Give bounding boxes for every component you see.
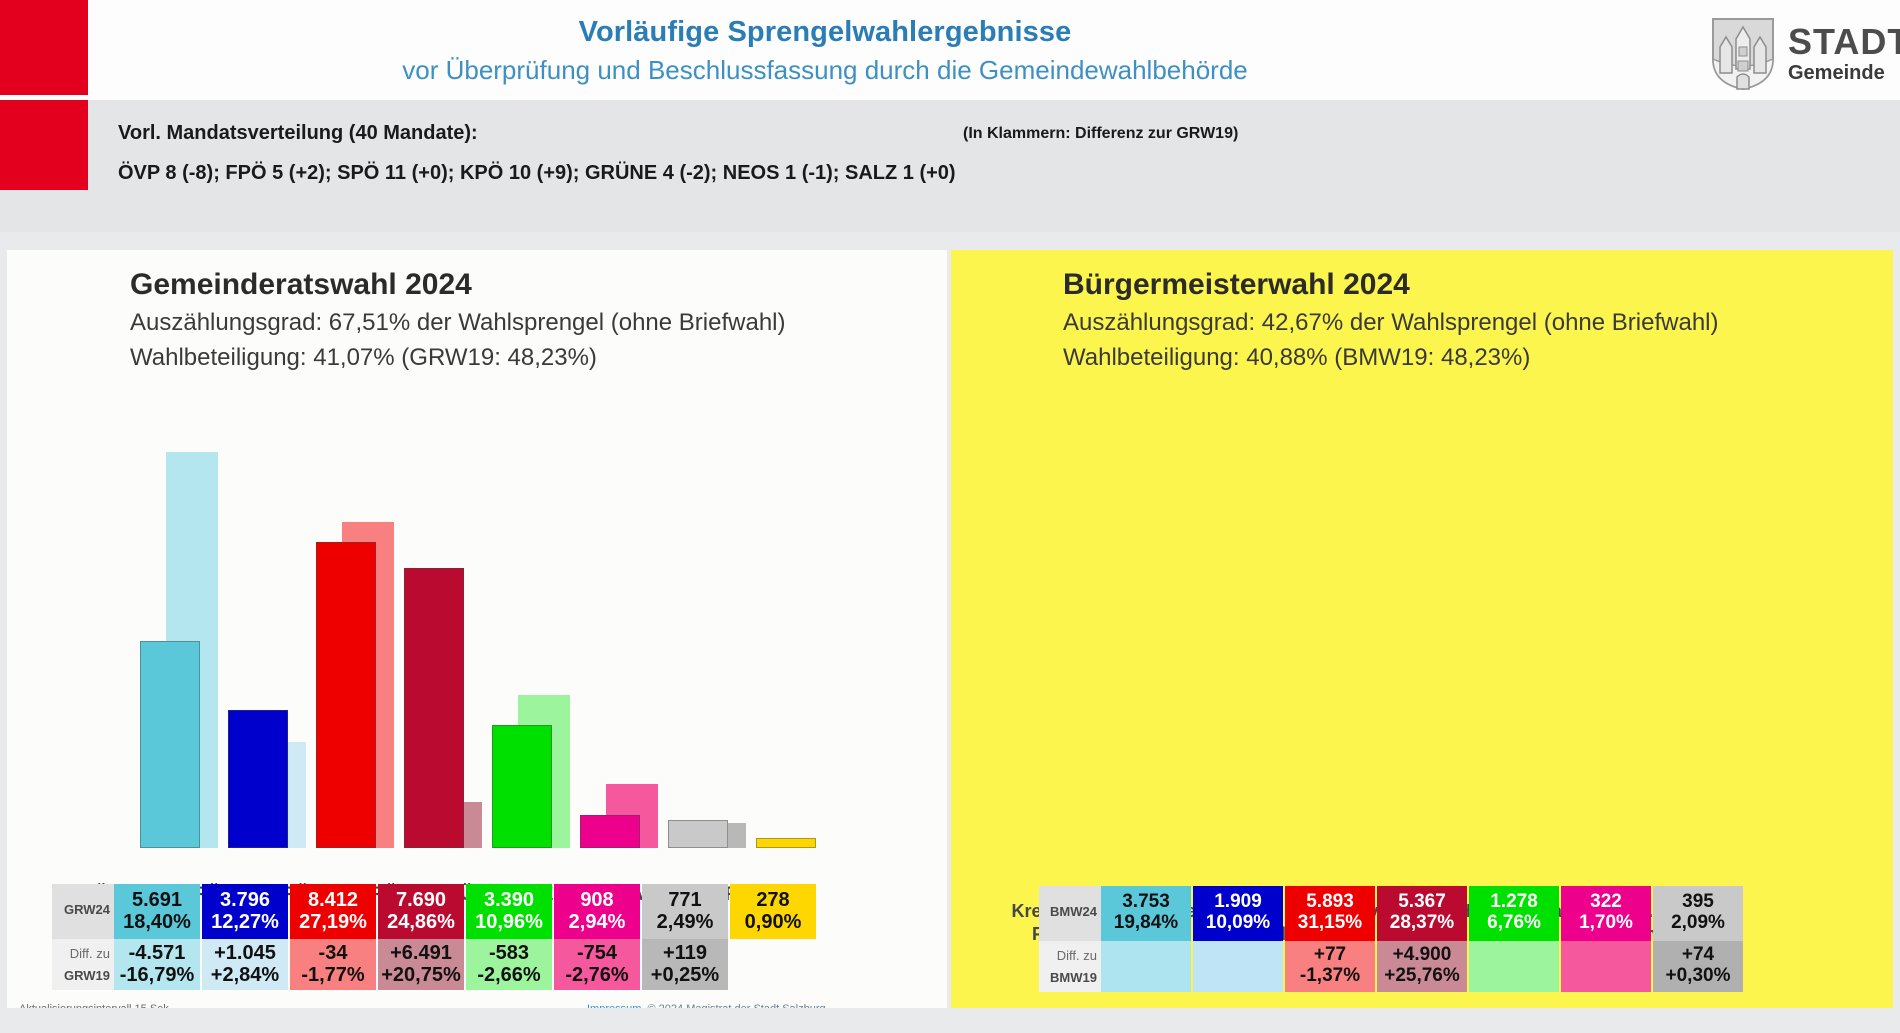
mandate-distribution-band: Vorl. Mandatsverteilung (40 Mandate): (I… <box>0 100 1900 232</box>
bar-group <box>580 398 666 848</box>
table-cell-current: 3.796 12,27% <box>202 884 288 939</box>
table-cell-current: 1.909 10,09% <box>1193 886 1283 941</box>
left-panel-header: Gemeinderatswahl 2024 Auszählungsgrad: 6… <box>7 250 947 375</box>
table-cell-diff: +6.491 +20,75% <box>378 939 464 990</box>
table-rowlabel-bg <box>1039 941 1101 992</box>
table-rowlabel-bg <box>52 884 114 939</box>
city-crest-icon <box>1712 18 1774 91</box>
table-cell-current: 3.753 19,84% <box>1101 886 1191 941</box>
bar-current-election[interactable] <box>140 641 200 848</box>
table-cell-diff: +77 -1,37% <box>1285 941 1375 992</box>
table-row-label-diff-b: BMW19 <box>1050 970 1097 985</box>
bar-group <box>316 398 402 848</box>
table-cell-current: 278 0,90% <box>730 884 816 939</box>
bar-chart-gemeinderatswahl <box>112 398 872 848</box>
panel-gemeinderatswahl: Gemeinderatswahl 2024 Auszählungsgrad: 6… <box>7 250 947 1008</box>
mandate-note: (In Klammern: Differenz zur GRW19) <box>963 125 1239 142</box>
panel-buergermeisterwahl: Bürgermeisterwahl 2024 Auszählungsgrad: … <box>951 250 1893 1008</box>
table-row-label-diff-a: Diff. zu <box>1056 948 1097 963</box>
bar-group <box>140 398 226 848</box>
table-cell-current: 322 1,70% <box>1561 886 1651 941</box>
table-cell-current: 7.690 24,86% <box>378 884 464 939</box>
table-cell-diff: +74 +0,30% <box>1653 941 1743 992</box>
bar-group <box>228 398 314 848</box>
logo-text: STADT Gemeinde <box>1788 23 1900 85</box>
bar-group <box>756 398 842 848</box>
logo-subtitle: Gemeinde <box>1788 62 1885 84</box>
table-cell-diff: -583 -2,66% <box>466 939 552 990</box>
table-cell-current: 5.367 28,37% <box>1377 886 1467 941</box>
table-cell-diff <box>1561 941 1651 992</box>
bar-group <box>404 398 490 848</box>
table-cell-diff <box>1101 941 1191 992</box>
table-row-label-diff-b: GRW19 <box>64 968 110 983</box>
bar-current-election[interactable] <box>492 725 552 848</box>
right-panel-counting-rate: Auszählungsgrad: 42,67% der Wahlsprengel… <box>1063 309 1719 336</box>
results-table-right: BMW24 Diff. zu BMW19 3.753 19,84% 1.909 10,09%… <box>1039 886 1879 992</box>
table-cell-diff <box>1469 941 1559 992</box>
brand-red-block-mid <box>0 100 88 190</box>
bar-current-election[interactable] <box>756 838 816 848</box>
results-table-left: GRW24 Diff. zu GRW19 5.691 18,40% -4.571 -16,7… <box>52 884 932 990</box>
left-panel-title: Gemeinderatswahl 2024 <box>130 268 472 301</box>
page-title: Vorläufige Sprengelwahlergebnisse <box>578 16 1072 48</box>
table-cell-current: 395 2,09% <box>1653 886 1743 941</box>
bottom-strip <box>0 1008 1900 1033</box>
table-cell-current: 1.278 6,76% <box>1469 886 1559 941</box>
city-logo: STADT Gemeinde <box>1710 14 1900 94</box>
table-cell-current: 3.390 10,96% <box>466 884 552 939</box>
table-row-label-current: GRW24 <box>64 902 110 917</box>
mandate-heading: Vorl. Mandatsverteilung (40 Mandate): <box>118 122 478 144</box>
bar-group <box>492 398 578 848</box>
logo-city-name: STADT <box>1788 21 1900 62</box>
table-cell-diff <box>1193 941 1283 992</box>
table-rowlabel-bg <box>52 939 114 990</box>
left-panel-turnout: Wahlbeteiligung: 41,07% (GRW19: 48,23%) <box>130 344 597 371</box>
table-cell-diff: +1.045 +2,84% <box>202 939 288 990</box>
right-panel-title: Bürgermeisterwahl 2024 <box>1063 268 1410 301</box>
header-title-block: Vorläufige Sprengelwahlergebnisse vor Üb… <box>260 12 1390 88</box>
left-panel-counting-rate: Auszählungsgrad: 67,51% der Wahlsprengel… <box>130 309 786 336</box>
bar-current-election[interactable] <box>228 710 288 848</box>
right-panel-header: Bürgermeisterwahl 2024 Auszählungsgrad: … <box>951 250 1893 375</box>
table-rowlabel-bg <box>1039 886 1101 941</box>
table-cell-current: 5.893 31,15% <box>1285 886 1375 941</box>
mandate-distribution-text: ÖVP 8 (-8); FPÖ 5 (+2); SPÖ 11 (+0); KPÖ… <box>118 162 956 184</box>
table-cell-diff: -754 -2,76% <box>554 939 640 990</box>
table-cell-current: 908 2,94% <box>554 884 640 939</box>
table-row-label-current: BMW24 <box>1050 904 1097 919</box>
page-header: Vorläufige Sprengelwahlergebnisse vor Üb… <box>0 0 1900 100</box>
brand-red-block-top <box>0 0 88 95</box>
table-cell-current: 5.691 18,40% <box>114 884 200 939</box>
right-panel-turnout: Wahlbeteiligung: 40,88% (BMW19: 48,23%) <box>1063 344 1531 371</box>
table-cell-diff: -34 -1,77% <box>290 939 376 990</box>
table-cell-diff: +119 +0,25% <box>642 939 728 990</box>
bar-group <box>668 398 754 848</box>
bar-current-election[interactable] <box>404 568 464 848</box>
bar-current-election[interactable] <box>580 815 640 848</box>
table-cell-diff: -4.571 -16,79% <box>114 939 200 990</box>
table-cell-current: 771 2,49% <box>642 884 728 939</box>
table-cell-diff: +4.900 +25,76% <box>1377 941 1467 992</box>
bar-current-election[interactable] <box>668 820 728 848</box>
table-cell-current: 8.412 27,19% <box>290 884 376 939</box>
page-subtitle: vor Überprüfung und Beschlussfassung dur… <box>402 55 1248 85</box>
bar-current-election[interactable] <box>316 542 376 848</box>
table-row-label-diff-a: Diff. zu <box>69 946 110 961</box>
